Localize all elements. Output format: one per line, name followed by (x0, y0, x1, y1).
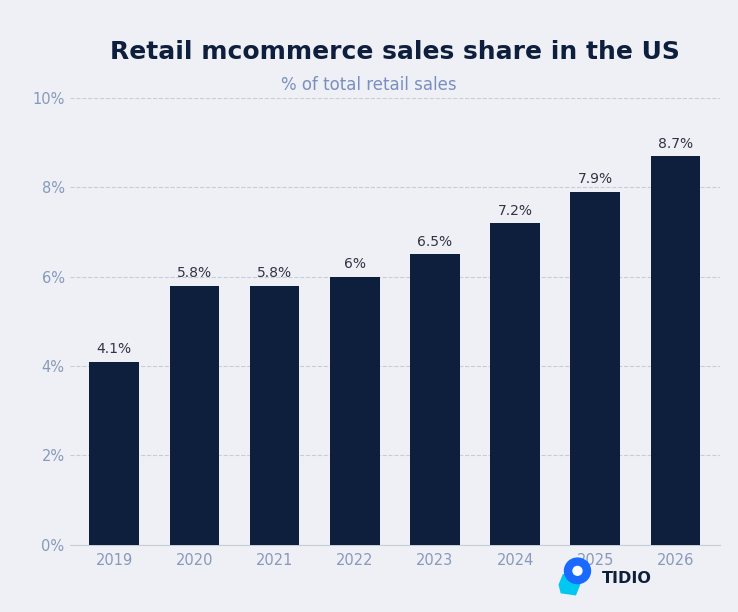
Bar (330, 277, 379, 545)
Text: 7.9%: 7.9% (578, 173, 613, 187)
Bar (249, 286, 300, 545)
Polygon shape (559, 573, 579, 595)
Bar (651, 156, 700, 545)
Text: 6.5%: 6.5% (418, 235, 452, 249)
Text: 7.2%: 7.2% (497, 204, 533, 218)
Circle shape (573, 567, 582, 575)
Circle shape (565, 558, 590, 584)
Text: 5.8%: 5.8% (177, 266, 212, 280)
Bar (170, 286, 219, 545)
Title: Retail mcommerce sales share in the US: Retail mcommerce sales share in the US (110, 40, 680, 64)
Bar (570, 192, 620, 545)
Bar (490, 223, 540, 545)
Text: 6%: 6% (344, 257, 366, 271)
Text: 5.8%: 5.8% (257, 266, 292, 280)
Bar (410, 255, 460, 545)
Text: 8.7%: 8.7% (658, 136, 693, 151)
Text: 4.1%: 4.1% (97, 342, 132, 356)
Text: TIDIO: TIDIO (601, 571, 652, 586)
Bar (89, 362, 139, 545)
Text: % of total retail sales: % of total retail sales (281, 76, 457, 94)
